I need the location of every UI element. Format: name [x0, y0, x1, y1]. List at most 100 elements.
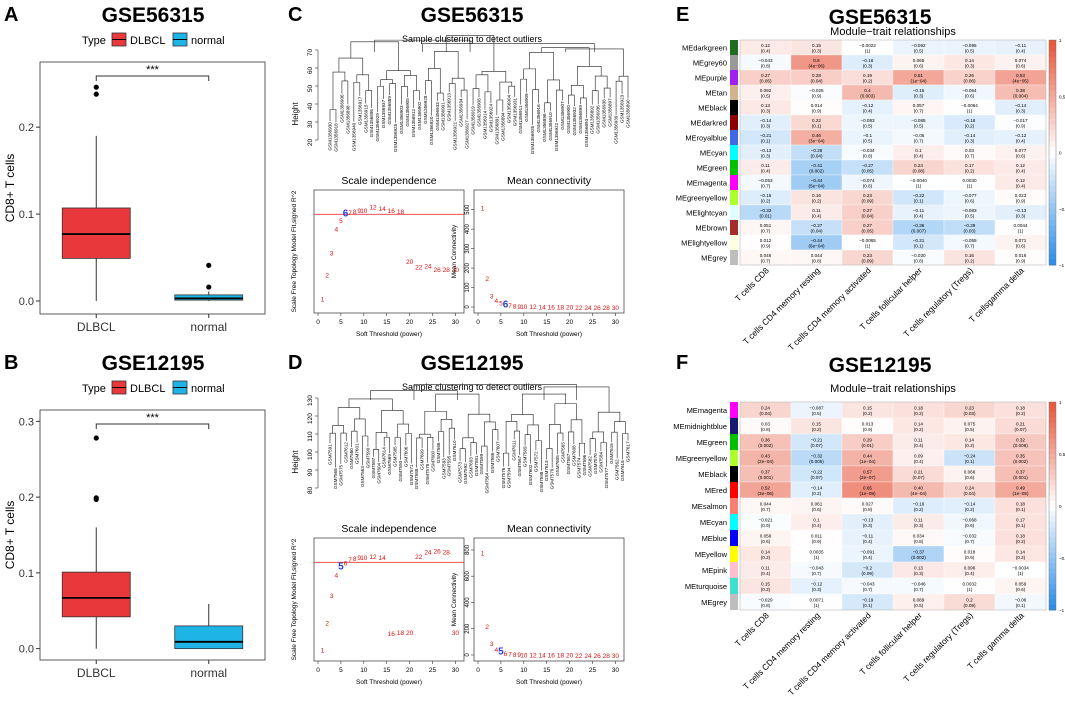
- heatmap-cell: 0.014(0.9): [790, 99, 843, 116]
- y-tick-label: 200: [465, 623, 471, 634]
- cell-pvalue: (0.001): [758, 475, 773, 480]
- heatmap-cell: 0.29(0.01): [841, 433, 894, 451]
- module-name: MEmagenta: [687, 179, 728, 188]
- heatmap-cell: 0.23(0.09): [841, 249, 894, 266]
- colorbar-tick-label: 0: [1059, 151, 1062, 156]
- cell-correlation: 0.21: [1016, 422, 1025, 427]
- cell-pvalue: (0.2): [965, 169, 975, 174]
- power-point: 30: [612, 653, 620, 660]
- trait-label: T cells CD8: [733, 610, 771, 648]
- cell-correlation: 0.38: [1016, 88, 1025, 93]
- heatmap-cell: 0.011(0.9): [790, 529, 843, 547]
- x-tick-label: 5: [339, 667, 343, 674]
- cell-pvalue: (0.2): [914, 411, 924, 416]
- y-tick-label: 600: [465, 571, 471, 582]
- colorbar-tick-label: −1: [1059, 608, 1065, 613]
- heatmap-row: MEgrey −0.029(0.8)0.0071(1)−0.19(0.1)0.08…: [701, 593, 1047, 611]
- module-name: MEpink: [702, 566, 727, 575]
- heatmap-cell: −0.032(0.7): [943, 529, 996, 547]
- dendrogram-leaf-label: GSM1356913: [447, 93, 452, 122]
- colorbar-step: [1049, 236, 1056, 243]
- module-name: MEgrey: [701, 598, 727, 607]
- y-axis-label: Scale Free Topology Model Fit,signed R^2: [291, 538, 298, 660]
- colorbar-step: [1049, 433, 1056, 439]
- cell-pvalue: (0.2): [965, 124, 975, 129]
- colorbar-step: [1049, 101, 1056, 108]
- cell-pvalue: (0.07): [1014, 427, 1026, 432]
- heatmap-cell: 0.27(0.05): [841, 219, 894, 236]
- heatmap-cell: −0.32(0.005): [790, 449, 843, 467]
- cell-correlation: 0.03: [761, 422, 770, 427]
- heatmap-row: MEmagenta 0.24(0.04)−0.087(0.5)0.15(0.2)0…: [687, 401, 1047, 419]
- colorbar-step: [1049, 90, 1056, 97]
- cell-correlation: 0.24: [914, 163, 923, 168]
- cell-pvalue: (0.2): [812, 491, 822, 496]
- power-point: 10: [360, 208, 368, 215]
- x-tick-label: 15: [543, 319, 551, 326]
- heatmap-cell: 0.65(1e−09): [841, 481, 894, 499]
- colorbar-step: [1049, 130, 1056, 137]
- cell-correlation: −0.029: [758, 598, 773, 603]
- heatmap-cell: −0.043(0.7): [790, 561, 843, 579]
- dendrogram-branch: [603, 87, 611, 96]
- cell-pvalue: (0.8): [863, 507, 873, 512]
- cell-correlation: −0.11: [913, 208, 925, 213]
- y-tick-label: 100: [465, 282, 471, 293]
- cell-pvalue: (0.2): [761, 555, 771, 560]
- cell-pvalue: (0.7): [965, 539, 975, 544]
- cell-pvalue: (0.3): [812, 49, 822, 54]
- cell-correlation: 0.43: [761, 454, 770, 459]
- cell-pvalue: (1): [865, 49, 871, 54]
- cell-correlation: 0.12: [1016, 178, 1025, 183]
- dendrogram-branch: [389, 83, 396, 120]
- cell-correlation: 0.26: [965, 73, 974, 78]
- dendrogram-branch: [459, 448, 466, 460]
- heatmap-cell: −0.0064(1): [943, 99, 996, 116]
- y-axis-label: CD8+ T cells: [3, 501, 17, 570]
- heatmap-cell: 0.12(0.4): [994, 174, 1047, 191]
- module-name: MEblack: [698, 104, 727, 113]
- cell-correlation: −0.12: [862, 103, 874, 108]
- dendrogram-leaf-label: GSM7570: [593, 453, 598, 474]
- cell-pvalue: (3e−04): [809, 139, 825, 144]
- x-tick-label: 30: [612, 667, 620, 674]
- cell-pvalue: (0.002): [809, 169, 824, 174]
- dendrogram-leaf-label: GSM1356911: [518, 105, 523, 133]
- cell-correlation: 0.14: [761, 550, 770, 555]
- dendrogram-branch: [380, 79, 393, 87]
- dendrogram-leaf-label: GSM1356890: [626, 99, 631, 128]
- heatmap-cell: 0.046(0.7): [739, 249, 792, 266]
- panel-letter: F: [676, 352, 688, 374]
- cell-pvalue: (0.5): [914, 603, 924, 608]
- cell-correlation: 0.52: [761, 486, 770, 491]
- cell-pvalue: (0.09): [963, 603, 975, 608]
- subplot-title: Mean connectivity: [507, 523, 592, 535]
- heatmap-cell: −0.1(0.5): [841, 129, 894, 146]
- cell-correlation: −0.27: [811, 223, 823, 228]
- heatmap-row: MElightcyan −0.33(0.01)0.11(0.4)0.27(0.04…: [686, 204, 1047, 221]
- heatmap-cell: 0.32(0.006): [994, 433, 1047, 451]
- cell-pvalue: (0.4): [812, 214, 822, 219]
- dendrogram-branch: [470, 442, 477, 454]
- cell-pvalue: (0.5): [914, 49, 924, 54]
- colorbar-step: [1049, 558, 1056, 564]
- colorbar-step: [1049, 191, 1056, 198]
- y-tick-label: 0.0: [19, 296, 34, 308]
- cell-pvalue: (0.4): [914, 443, 924, 448]
- colorbar-frame: [1048, 39, 1057, 266]
- heatmap-cell: −0.24(0.1): [943, 449, 996, 467]
- cell-correlation: 0.53: [1016, 73, 1025, 78]
- colorbar-step: [1049, 231, 1056, 238]
- colorbar-step: [1049, 459, 1056, 465]
- legend-title: Type: [82, 35, 106, 47]
- power-point: 28: [603, 653, 611, 660]
- heatmap-cell: −0.030(0.8): [892, 249, 945, 266]
- x-tick-label: 30: [452, 319, 460, 326]
- cell-correlation: −0.043: [758, 58, 773, 63]
- cell-correlation: 0.23: [863, 193, 872, 198]
- dendrogram-branch: [373, 449, 380, 459]
- dendrogram-y-tick-label: 20: [307, 139, 314, 147]
- cell-correlation: 0.089: [913, 598, 925, 603]
- cell-correlation: −0.14: [1015, 103, 1027, 108]
